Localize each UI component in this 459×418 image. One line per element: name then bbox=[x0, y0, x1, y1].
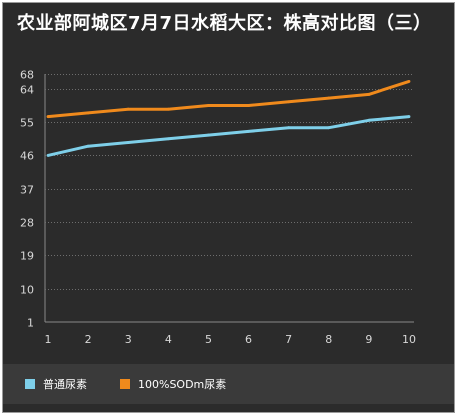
series-2-point-6 bbox=[247, 104, 250, 107]
series-2-point-9 bbox=[367, 92, 371, 96]
x-tick-label-10: 10 bbox=[402, 333, 416, 346]
series-1-point-10 bbox=[407, 115, 411, 118]
x-tick-label-2: 2 bbox=[85, 333, 92, 346]
y-tick-label-55: 55 bbox=[20, 117, 34, 130]
y-tick-label-68: 68 bbox=[20, 69, 34, 82]
x-tick-label-1: 1 bbox=[45, 333, 52, 346]
x-tick-label-9: 9 bbox=[365, 333, 372, 346]
series-1-point-8 bbox=[327, 126, 331, 130]
legend: 普通尿素 100%SODm尿素 bbox=[3, 364, 454, 404]
series-1-point-3 bbox=[126, 141, 130, 144]
y-tick-label-46: 46 bbox=[20, 150, 34, 163]
y-tick-label-37: 37 bbox=[20, 184, 34, 197]
series-1-point-7 bbox=[287, 126, 291, 130]
x-tick-label-3: 3 bbox=[125, 333, 132, 346]
x-tick-label-5: 5 bbox=[205, 333, 212, 346]
x-tick-label-6: 6 bbox=[245, 333, 252, 346]
series-1-point-9 bbox=[367, 118, 371, 122]
series-line-1 bbox=[47, 115, 410, 157]
series-line-2 bbox=[47, 79, 410, 119]
series-2-point-2 bbox=[86, 111, 90, 115]
series-1-point-2 bbox=[86, 144, 90, 148]
y-tick-label-28: 28 bbox=[20, 217, 34, 230]
legend-label-series-1: 普通尿素 bbox=[43, 378, 87, 391]
series-2-point-3 bbox=[126, 107, 130, 111]
series-2-point-1 bbox=[46, 115, 50, 118]
series-2-point-10 bbox=[407, 80, 411, 83]
legend-item-series-1: 普通尿素 bbox=[25, 377, 87, 391]
series-1-point-4 bbox=[166, 137, 170, 141]
series-2-point-8 bbox=[327, 96, 331, 100]
legend-swatch-series-2 bbox=[120, 379, 130, 389]
x-tick-label-7: 7 bbox=[285, 333, 292, 346]
chart-title: 农业部阿城区7月7日水稻大区：株高对比图（三） bbox=[17, 13, 432, 34]
series-2-point-7 bbox=[287, 100, 291, 104]
y-tick-label-1: 1 bbox=[27, 317, 34, 330]
legend-swatch-series-1 bbox=[25, 379, 35, 389]
x-tick-label-4: 4 bbox=[165, 333, 172, 346]
chart-frame: 农业部阿城区7月7日水稻大区：株高对比图（三） 普通尿素 100%SODm尿素 bbox=[2, 2, 455, 413]
x-tick-label-8: 8 bbox=[325, 333, 332, 346]
legend-item-series-2: 100%SODm尿素 bbox=[120, 377, 226, 391]
legend-label-series-2: 100%SODm尿素 bbox=[138, 378, 227, 391]
series-2-point-5 bbox=[207, 104, 210, 107]
series-1-point-5 bbox=[207, 133, 210, 137]
series-1-point-6 bbox=[247, 129, 250, 133]
y-tick-label-64: 64 bbox=[20, 84, 34, 97]
series-1-point-1 bbox=[46, 154, 50, 157]
series-2-point-4 bbox=[166, 107, 170, 111]
y-tick-label-10: 10 bbox=[20, 284, 34, 297]
y-tick-label-19: 19 bbox=[20, 250, 34, 263]
